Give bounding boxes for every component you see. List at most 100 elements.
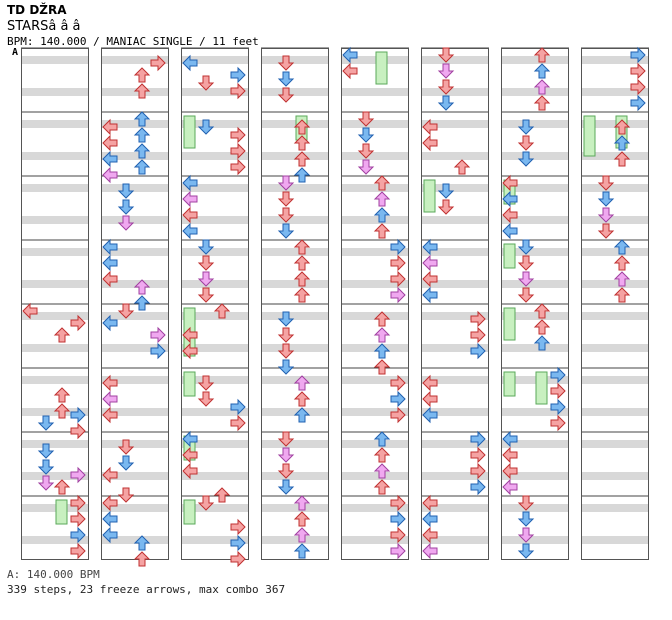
down-arrow-icon [37, 475, 55, 491]
beat-stripe [581, 88, 649, 96]
beat-stripe [21, 472, 89, 480]
down-arrow-icon [517, 527, 535, 543]
up-arrow-icon [293, 167, 311, 183]
beat-stripe [261, 280, 329, 288]
beat-stripe [341, 472, 409, 480]
down-arrow-icon [117, 487, 135, 503]
right-arrow-icon [470, 430, 486, 448]
beat-stripe [181, 312, 249, 320]
beat-stripe [341, 152, 409, 160]
down-arrow-icon [517, 495, 535, 511]
up-arrow-icon [373, 175, 391, 191]
right-arrow-icon [70, 422, 86, 440]
down-arrow-icon [197, 271, 215, 287]
left-arrow-icon [422, 238, 438, 256]
right-arrow-icon [70, 526, 86, 544]
beat-stripe [101, 56, 169, 64]
beat-stripe [21, 216, 89, 224]
down-arrow-icon [357, 127, 375, 143]
left-arrow-icon [102, 314, 118, 332]
beat-stripe [421, 152, 489, 160]
beat-stripe [421, 376, 489, 384]
beat-stripe [341, 408, 409, 416]
beat-stripe [261, 216, 329, 224]
up-arrow-icon [373, 463, 391, 479]
left-arrow-icon [422, 526, 438, 544]
up-arrow-icon [613, 271, 631, 287]
right-arrow-icon [630, 94, 646, 112]
beat-stripe [501, 184, 569, 192]
bpm-marker: A [12, 47, 19, 58]
beat-stripe [501, 312, 569, 320]
right-arrow-icon [630, 78, 646, 96]
beat-stripe [341, 120, 409, 128]
beat-stripe [21, 504, 89, 512]
beat-stripe [501, 472, 569, 480]
down-arrow-icon [357, 111, 375, 127]
down-arrow-icon [357, 159, 375, 175]
down-arrow-icon [277, 191, 295, 207]
right-arrow-icon [550, 398, 566, 416]
beat-stripe [341, 248, 409, 256]
beat-stripe [341, 536, 409, 544]
right-arrow-icon [470, 310, 486, 328]
beat-stripe [581, 280, 649, 288]
right-arrow-icon [470, 326, 486, 344]
chart-info: BPM: 140.000 / MANIAC SINGLE / 11 feet [7, 35, 259, 48]
beat-stripe [181, 248, 249, 256]
down-arrow-icon [197, 75, 215, 91]
beat-stripe [581, 184, 649, 192]
column-border [501, 48, 569, 560]
left-arrow-icon [102, 390, 118, 408]
beat-stripe [21, 312, 89, 320]
beat-stripe [21, 248, 89, 256]
up-arrow-icon [373, 207, 391, 223]
up-arrow-icon [293, 375, 311, 391]
up-arrow-icon [373, 431, 391, 447]
up-arrow-icon [133, 279, 151, 295]
beat-stripe [501, 120, 569, 128]
down-arrow-icon [277, 87, 295, 103]
up-arrow-icon [293, 495, 311, 511]
down-arrow-icon [117, 455, 135, 471]
right-arrow-icon [230, 398, 246, 416]
down-arrow-icon [597, 191, 615, 207]
down-arrow-icon [37, 443, 55, 459]
beat-stripe [581, 344, 649, 352]
down-arrow-icon [437, 63, 455, 79]
beat-stripe [581, 120, 649, 128]
beat-stripe [21, 536, 89, 544]
beat-stripe [261, 440, 329, 448]
chart-summary: 339 steps, 23 freeze arrows, max combo 3… [7, 583, 286, 596]
up-arrow-icon [533, 47, 551, 63]
beat-stripe [101, 184, 169, 192]
beat-stripe [181, 344, 249, 352]
up-arrow-icon [293, 287, 311, 303]
left-arrow-icon [422, 134, 438, 152]
down-arrow-icon [117, 183, 135, 199]
up-arrow-icon [293, 119, 311, 135]
right-arrow-icon [550, 382, 566, 400]
bpm-change-list: A: 140.000 BPM [7, 568, 100, 581]
left-arrow-icon [102, 166, 118, 184]
left-arrow-icon [102, 466, 118, 484]
up-arrow-icon [533, 335, 551, 351]
down-arrow-icon [597, 207, 615, 223]
beat-stripe [421, 248, 489, 256]
beat-stripe [501, 408, 569, 416]
right-arrow-icon [470, 342, 486, 360]
up-arrow-icon [613, 239, 631, 255]
down-arrow-icon [277, 431, 295, 447]
down-arrow-icon [517, 543, 535, 559]
up-arrow-icon [213, 487, 231, 503]
up-arrow-icon [293, 391, 311, 407]
separator: / [192, 35, 213, 48]
down-arrow-icon [517, 239, 535, 255]
down-arrow-icon [277, 447, 295, 463]
up-arrow-icon [293, 543, 311, 559]
chart-column [501, 47, 569, 560]
up-arrow-icon [373, 191, 391, 207]
down-arrow-icon [197, 495, 215, 511]
freeze-arrow-body [55, 499, 68, 525]
left-arrow-icon [182, 342, 198, 360]
